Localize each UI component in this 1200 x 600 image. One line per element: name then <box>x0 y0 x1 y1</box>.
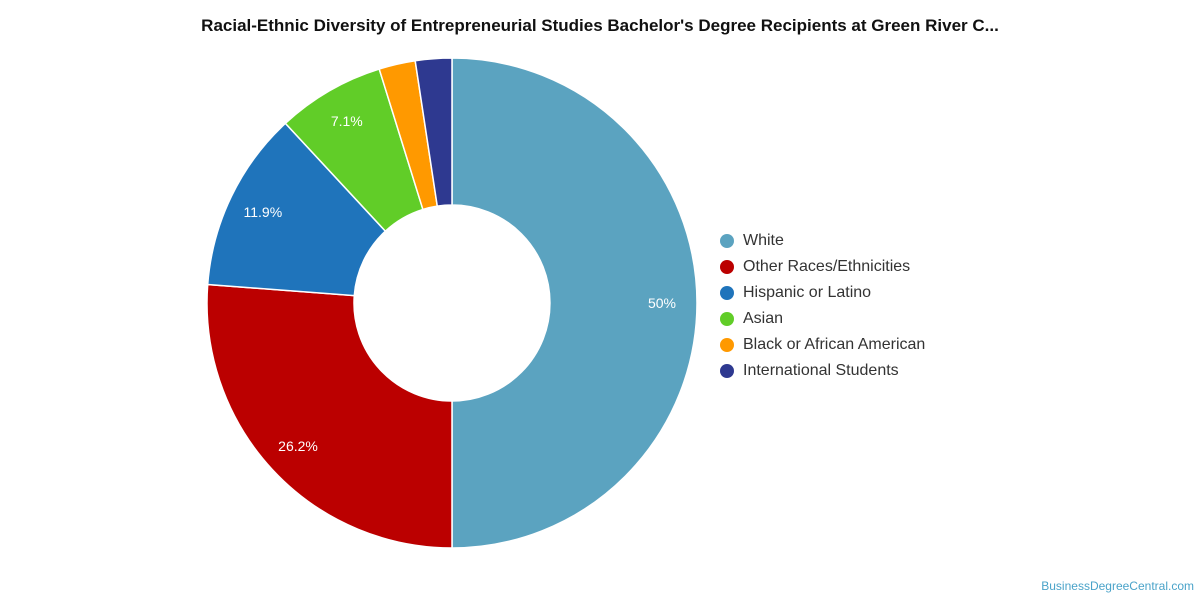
legend-swatch <box>720 260 734 274</box>
legend-item-other-races-ethnicities[interactable]: Other Races/Ethnicities <box>720 254 925 280</box>
slice-label-asian: 7.1% <box>331 113 363 129</box>
legend-swatch <box>720 338 734 352</box>
legend-label: Black or African American <box>743 336 926 353</box>
slice-other-races-ethnicities[interactable] <box>206 283 453 549</box>
legend-swatch <box>720 286 734 300</box>
slice-label-other-races-ethnicities: 26.2% <box>278 438 318 454</box>
site-credit[interactable]: BusinessDegreeCentral.com <box>1041 579 1194 593</box>
legend-label: White <box>743 232 784 249</box>
slice-labels: 50% 26.2% 11.9% 7.1% <box>244 113 677 454</box>
legend-swatch <box>720 312 734 326</box>
slice-label-hispanic-or-latino: 11.9% <box>244 204 283 220</box>
legend-item-asian[interactable]: Asian <box>720 306 925 332</box>
legend-item-white[interactable]: White <box>720 228 925 254</box>
slice-white[interactable] <box>451 57 698 549</box>
legend-item-international-students[interactable]: International Students <box>720 358 925 384</box>
legend-item-black-or-african-american[interactable]: Black or African American <box>720 332 925 358</box>
legend-label: Asian <box>743 310 784 327</box>
legend-label: Hispanic or Latino <box>743 284 872 301</box>
slice-label-white: 50% <box>648 295 676 311</box>
legend: White Other Races/Ethnicities Hispanic or … <box>720 228 925 384</box>
slice-hispanic-or-latino[interactable] <box>206 122 387 297</box>
legend-label: Other Races/Ethnicities <box>743 258 911 275</box>
chart-title: Racial-Ethnic Diversity of Entrepreneuri… <box>201 16 999 35</box>
slice-international-students[interactable] <box>414 57 453 207</box>
legend-item-hispanic-or-latino[interactable]: Hispanic or Latino <box>720 280 925 306</box>
donut-slices <box>206 57 698 549</box>
legend-label: International Students <box>743 362 899 379</box>
legend-swatch <box>720 234 734 248</box>
legend-swatch <box>720 364 734 378</box>
